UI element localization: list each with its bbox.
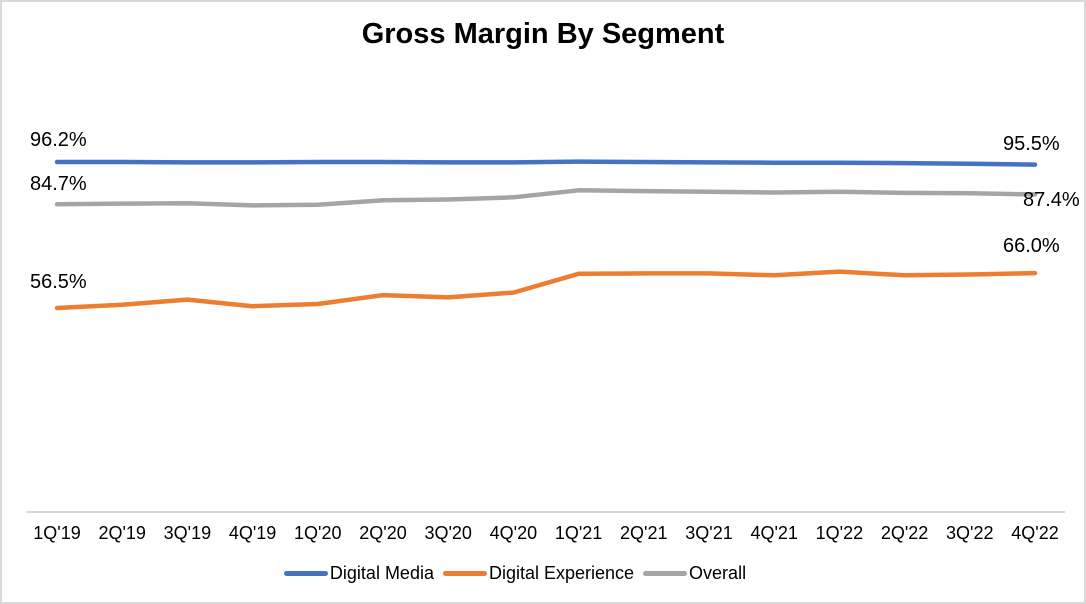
x-axis-label: 2Q'20 — [359, 523, 407, 543]
x-axis-label: 1Q'22 — [815, 523, 864, 543]
series-line-overall — [54, 188, 1038, 208]
x-axis-label: 3Q'22 — [946, 523, 994, 543]
legend-item-digital-experience: Digital Experience — [442, 563, 635, 584]
x-axis-label: 1Q'20 — [294, 523, 342, 543]
x-axis-label: 2Q'19 — [98, 523, 146, 543]
legend-line-swatch — [283, 571, 328, 576]
x-axis-label: 3Q'20 — [424, 523, 472, 543]
x-axis-label: 1Q'21 — [554, 523, 603, 543]
data-label-overall-first: 84.7% — [30, 173, 87, 195]
x-axis-label: 1Q'19 — [33, 523, 81, 543]
x-axis-label: 2Q'21 — [620, 523, 668, 543]
x-axis-label: 4Q'22 — [1011, 523, 1059, 543]
legend-item-digital-media: Digital Media — [283, 563, 434, 584]
x-axis-label: 3Q'21 — [685, 523, 733, 543]
x-axis-label: 3Q'19 — [163, 523, 212, 543]
chart-title: Gross Margin By Segment — [361, 18, 725, 50]
x-axis-label: 4Q'20 — [489, 523, 538, 543]
legend: Digital Media Digital Experience Overall — [2, 563, 1056, 584]
series-lines — [54, 159, 1038, 311]
x-axis-label: 2Q'22 — [880, 523, 929, 543]
data-label-digital-experience-last: 66.0% — [1003, 235, 1060, 257]
data-label-overall-last: 87.4% — [1023, 189, 1080, 211]
x-axis-label: 4Q'21 — [750, 523, 798, 543]
legend-item-label: Digital Media — [329, 563, 434, 583]
legend-item-overall: Overall — [643, 563, 746, 584]
legend-line-swatch — [643, 571, 688, 576]
series-line-digital-experience — [54, 269, 1038, 311]
data-label-digital-experience-first: 56.5% — [30, 271, 87, 293]
series-line-digital-media — [54, 159, 1038, 167]
legend-line-swatch — [442, 571, 487, 576]
legend-item-label: Overall — [689, 563, 747, 583]
legend-item-label: Digital Experience — [488, 563, 635, 583]
x-axis-label: 4Q'19 — [228, 523, 277, 543]
data-label-digital-media-last: 95.5% — [1003, 133, 1060, 155]
data-label-digital-media-first: 96.2% — [30, 129, 87, 151]
